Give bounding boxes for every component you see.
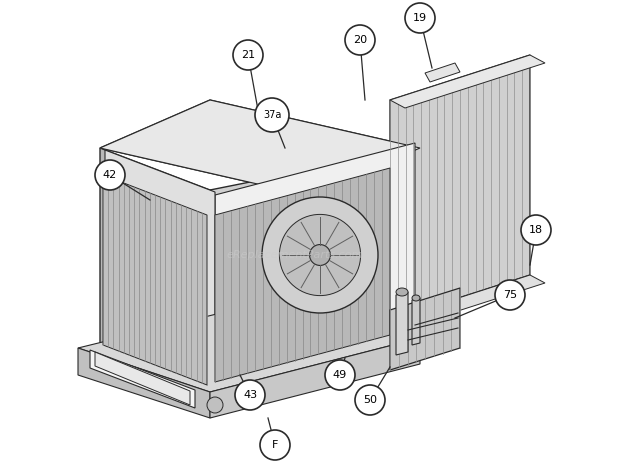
Polygon shape [90, 350, 195, 408]
Polygon shape [412, 298, 420, 345]
Polygon shape [95, 352, 190, 405]
Text: 50: 50 [363, 395, 377, 405]
Polygon shape [215, 168, 390, 382]
Polygon shape [210, 148, 420, 390]
Ellipse shape [412, 295, 420, 301]
Polygon shape [396, 292, 408, 355]
Circle shape [255, 98, 289, 132]
Polygon shape [105, 150, 215, 385]
Text: 19: 19 [413, 13, 427, 23]
Circle shape [345, 25, 375, 55]
Text: 42: 42 [103, 170, 117, 180]
Text: 21: 21 [241, 50, 255, 60]
Polygon shape [100, 100, 420, 196]
Polygon shape [210, 338, 420, 418]
Text: 20: 20 [353, 35, 367, 45]
Circle shape [309, 245, 330, 265]
Circle shape [207, 397, 223, 413]
Text: 49: 49 [333, 370, 347, 380]
Polygon shape [215, 143, 415, 382]
Polygon shape [390, 55, 545, 108]
Polygon shape [425, 63, 460, 82]
Polygon shape [100, 148, 210, 390]
Circle shape [521, 215, 551, 245]
Polygon shape [78, 348, 210, 418]
Text: 75: 75 [503, 290, 517, 300]
Text: eReplacementParts.com: eReplacementParts.com [227, 250, 363, 260]
Text: 18: 18 [529, 225, 543, 235]
Circle shape [405, 3, 435, 33]
Ellipse shape [396, 288, 408, 296]
Circle shape [355, 385, 385, 415]
Circle shape [260, 430, 290, 460]
Circle shape [325, 360, 355, 390]
Text: 43: 43 [243, 390, 257, 400]
Text: F: F [272, 440, 278, 450]
Circle shape [235, 380, 265, 410]
Polygon shape [103, 175, 207, 385]
Polygon shape [390, 55, 530, 320]
Text: 37a: 37a [263, 110, 281, 120]
Polygon shape [390, 275, 545, 328]
Circle shape [262, 197, 378, 313]
Polygon shape [100, 100, 420, 196]
Polygon shape [78, 296, 420, 392]
Circle shape [280, 214, 361, 296]
Circle shape [495, 280, 525, 310]
Polygon shape [390, 288, 460, 370]
Circle shape [233, 40, 263, 70]
Circle shape [95, 160, 125, 190]
